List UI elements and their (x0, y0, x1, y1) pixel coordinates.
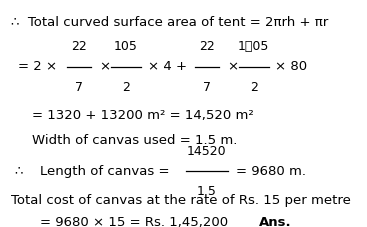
Text: 7: 7 (75, 81, 83, 94)
Text: = 1320 + 13200 m² = 14,520 m²: = 1320 + 13200 m² = 14,520 m² (32, 109, 254, 122)
Text: 22: 22 (199, 40, 215, 53)
Text: × 4 +: × 4 + (148, 60, 186, 73)
Text: = 9680 × 15 = Rs. 1,45,200: = 9680 × 15 = Rs. 1,45,200 (40, 216, 232, 227)
Text: = 9680 m.: = 9680 m. (236, 165, 306, 178)
Text: 1.5: 1.5 (197, 185, 217, 198)
Text: 2: 2 (250, 81, 258, 94)
Text: ×: × (99, 60, 110, 73)
Text: × 80: × 80 (275, 60, 307, 73)
Text: ×: × (228, 60, 239, 73)
Text: = 2 ×: = 2 × (18, 60, 57, 73)
Text: ∴: ∴ (14, 165, 23, 178)
Text: 1͐05: 1͐05 (238, 40, 269, 53)
Text: Total cost of canvas at the rate of Rs. 15 per metre: Total cost of canvas at the rate of Rs. … (11, 194, 351, 207)
Text: 2: 2 (122, 81, 130, 94)
Text: 7: 7 (203, 81, 211, 94)
Text: 22: 22 (71, 40, 87, 53)
Text: ∴  Total curved surface area of tent = 2πrh + πr: ∴ Total curved surface area of tent = 2π… (11, 16, 328, 29)
Text: 105: 105 (114, 40, 138, 53)
Text: 14520: 14520 (187, 145, 227, 158)
Text: Ans.: Ans. (259, 216, 292, 227)
Text: Length of canvas =: Length of canvas = (40, 165, 169, 178)
Text: Width of canvas used = 1.5 m.: Width of canvas used = 1.5 m. (32, 134, 238, 147)
